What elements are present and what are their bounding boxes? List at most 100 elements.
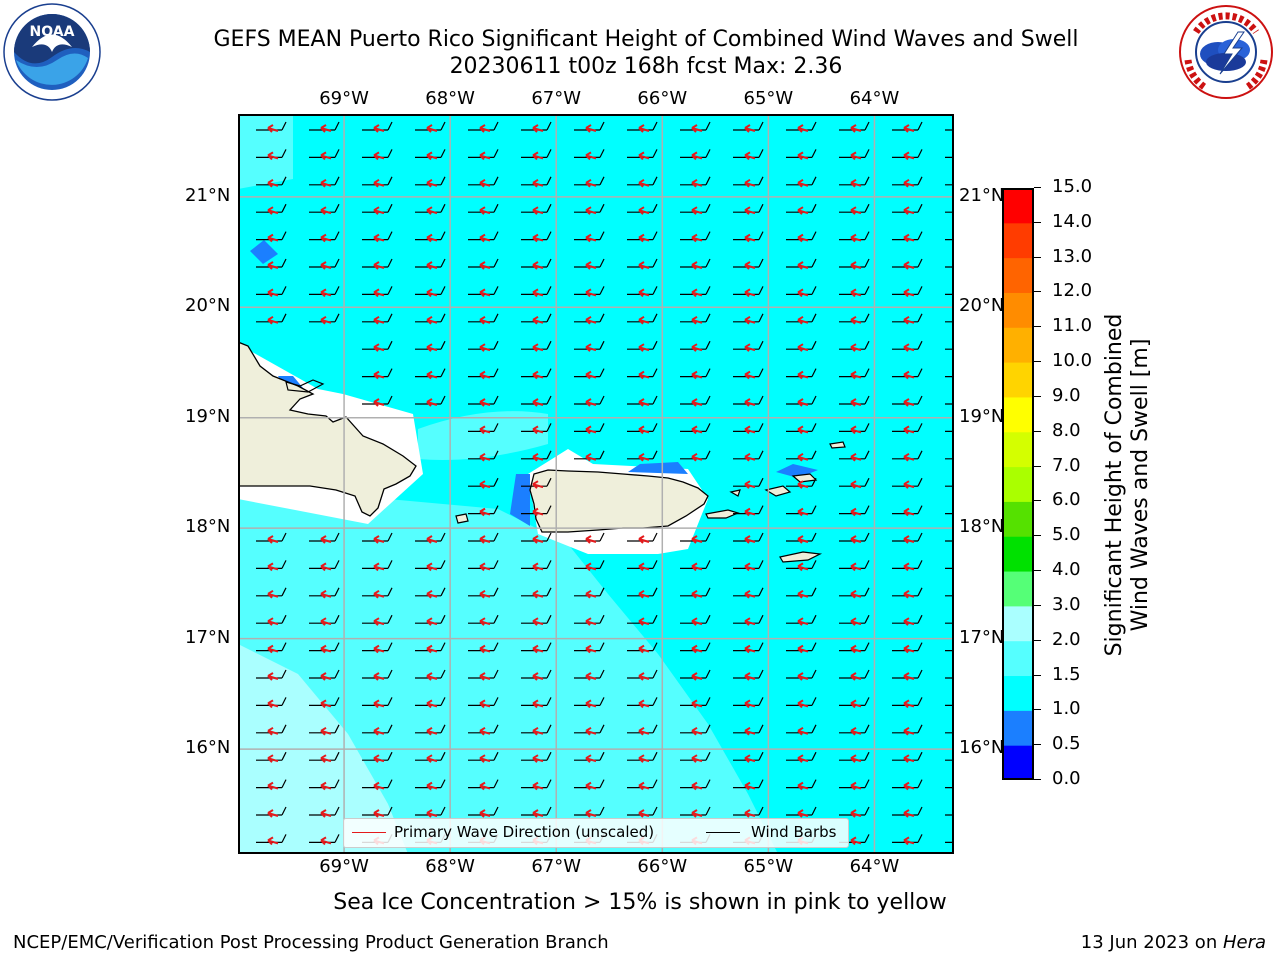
wave-direction-arrow bbox=[903, 754, 915, 763]
wave-direction-arrow bbox=[320, 315, 332, 325]
colorbar-tick bbox=[1034, 326, 1041, 328]
wave-direction-arrow bbox=[585, 672, 597, 681]
wave-direction-arrow bbox=[797, 589, 809, 599]
colorbar-label: 4.0 bbox=[1052, 559, 1081, 581]
wave-direction-arrow bbox=[373, 343, 385, 352]
wave-direction-arrow bbox=[532, 809, 544, 818]
colorbar-segment bbox=[1002, 605, 1034, 642]
wave-direction-arrow bbox=[903, 151, 915, 161]
wave-direction-arrow bbox=[744, 206, 756, 215]
wind-barb bbox=[945, 704, 954, 706]
wave-direction-arrow bbox=[585, 617, 597, 626]
land-st-thomas bbox=[764, 485, 792, 497]
wave-direction-arrow bbox=[850, 370, 862, 380]
wind-barb bbox=[945, 403, 954, 405]
wave-direction-arrow bbox=[691, 261, 703, 270]
wind-barb bbox=[945, 841, 954, 843]
wave-direction-arrow bbox=[267, 644, 279, 654]
wave-direction-arrow bbox=[373, 370, 385, 380]
wave-direction-arrow bbox=[691, 699, 703, 709]
wind-barb bbox=[945, 622, 954, 624]
wave-direction-arrow bbox=[638, 699, 650, 709]
wave-direction-arrow bbox=[744, 699, 756, 709]
wave-direction-arrow bbox=[691, 672, 703, 681]
land-culebra bbox=[729, 489, 741, 497]
wave-direction-arrow bbox=[373, 754, 385, 763]
colorbar-tick bbox=[1034, 604, 1041, 606]
wave-direction-arrow bbox=[320, 726, 332, 736]
wave-direction-arrow bbox=[903, 726, 915, 736]
wave-direction-arrow bbox=[638, 425, 650, 435]
colorbar-segment bbox=[1002, 362, 1034, 398]
wind-barb bbox=[945, 540, 954, 542]
wave-direction-arrow bbox=[373, 726, 385, 736]
wave-direction-arrow bbox=[585, 398, 597, 407]
longitude-label: 68°W bbox=[425, 88, 475, 109]
wave-direction-arrow bbox=[585, 781, 597, 791]
wave-direction-arrow bbox=[744, 754, 756, 763]
wave-direction-arrow bbox=[585, 233, 597, 243]
wave-direction-arrow bbox=[850, 261, 862, 270]
wave-direction-arrow bbox=[744, 507, 756, 517]
wave-direction-arrow bbox=[903, 672, 915, 681]
wave-direction-arrow bbox=[373, 398, 385, 407]
wind-barb bbox=[945, 513, 954, 515]
wave-direction-arrow bbox=[426, 754, 438, 763]
wave-direction-arrow bbox=[691, 809, 703, 818]
colorbar-segment bbox=[1002, 292, 1034, 328]
wave-direction-arrow bbox=[426, 370, 438, 380]
wave-direction-arrow bbox=[585, 315, 597, 325]
wave-direction-arrow bbox=[532, 261, 544, 270]
wave-direction-arrow bbox=[373, 206, 385, 215]
colorbar-label: 15.0 bbox=[1052, 176, 1093, 197]
colorbar-title-line2: Wind Waves and Swell [m] bbox=[1128, 338, 1153, 632]
wave-direction-arrow bbox=[267, 124, 279, 133]
wave-direction-arrow bbox=[691, 288, 703, 298]
wave-direction-arrow bbox=[797, 754, 809, 763]
wave-direction-arrow bbox=[850, 480, 862, 489]
wave-direction-arrow bbox=[479, 617, 491, 626]
wind-barb bbox=[945, 293, 954, 295]
wave-direction-arrow bbox=[638, 672, 650, 681]
longitude-label: 66°W bbox=[637, 88, 688, 109]
colorbar-label: 5.0 bbox=[1052, 524, 1081, 546]
wave-direction-arrow bbox=[426, 261, 438, 270]
wave-direction-arrow bbox=[850, 452, 862, 462]
wave-direction-arrow bbox=[585, 452, 597, 462]
svg-text:NOAA: NOAA bbox=[30, 24, 75, 40]
wave-direction-arrow bbox=[691, 781, 703, 791]
wave-direction-arrow bbox=[691, 233, 703, 243]
chart-title: GEFS MEAN Puerto Rico Significant Height… bbox=[213, 27, 1079, 52]
wave-direction-arrow bbox=[320, 781, 332, 791]
wave-direction-arrow bbox=[691, 425, 703, 435]
wind-barb bbox=[945, 348, 954, 350]
colorbar-label: 6.0 bbox=[1052, 489, 1081, 511]
wave-direction-arrow bbox=[850, 315, 862, 325]
wave-direction-arrow bbox=[585, 562, 597, 572]
wave-direction-arrow bbox=[638, 617, 650, 626]
wind-barb bbox=[945, 156, 954, 158]
wave-direction-arrow bbox=[797, 261, 809, 270]
wave-direction-arrow bbox=[532, 781, 544, 791]
wind-barb bbox=[945, 567, 954, 569]
wave-direction-arrow bbox=[320, 562, 332, 572]
wave-direction-arrow bbox=[903, 809, 915, 818]
colorbar-label: 0.0 bbox=[1052, 768, 1081, 789]
wave-direction-arrow bbox=[638, 398, 650, 407]
latitude-label: 21°N bbox=[959, 184, 1005, 206]
sea-fill-0.5-1.0-vi bbox=[776, 464, 818, 478]
wave-direction-arrow bbox=[744, 261, 756, 270]
map-legend: Primary Wave Direction (unscaled) Wind B… bbox=[343, 818, 849, 848]
wave-direction-arrow bbox=[426, 315, 438, 325]
wave-direction-arrow bbox=[532, 124, 544, 133]
sea-fill-1.5-2.0-nw bbox=[238, 114, 293, 189]
wave-direction-arrow bbox=[903, 288, 915, 298]
wave-direction-arrow bbox=[903, 699, 915, 709]
wave-direction-arrow bbox=[267, 206, 279, 215]
latitude-label: 18°N bbox=[959, 516, 1005, 538]
wave-direction-arrow bbox=[744, 233, 756, 243]
wave-direction-arrow bbox=[850, 836, 862, 846]
wave-direction-arrow bbox=[691, 452, 703, 462]
wave-direction-arrow bbox=[744, 535, 756, 544]
wave-height-map bbox=[238, 114, 954, 854]
